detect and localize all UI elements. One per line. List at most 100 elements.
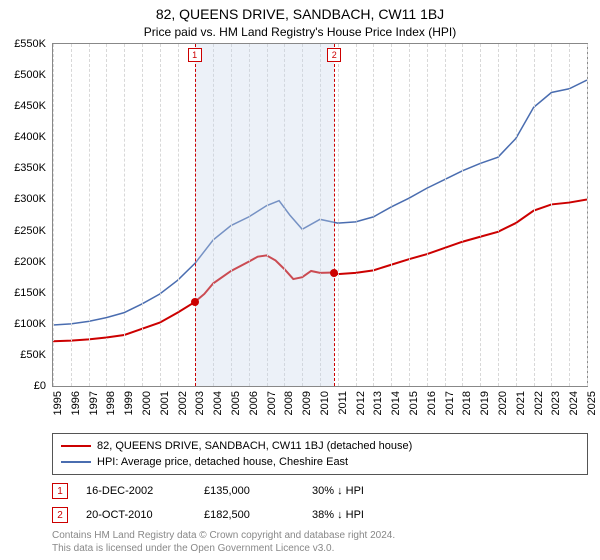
sale-price: £135,000 — [204, 485, 294, 497]
sale-row: 1 16-DEC-2002 £135,000 30% ↓ HPI — [52, 479, 588, 503]
x-tick-label: 2015 — [408, 391, 420, 415]
legend-row: HPI: Average price, detached house, Ches… — [61, 454, 579, 470]
gridline — [480, 44, 481, 386]
sale-marker: 2 — [327, 48, 341, 62]
sale-price: £182,500 — [204, 509, 294, 521]
attribution-line: This data is licensed under the Open Gov… — [52, 542, 588, 555]
legend-swatch-price — [61, 445, 91, 447]
y-tick-label: £450K — [14, 100, 46, 112]
sale-row-marker: 2 — [52, 507, 68, 523]
shade-region — [195, 44, 335, 386]
plot-area: 12 — [52, 43, 588, 387]
x-tick-label: 2007 — [266, 391, 278, 415]
y-tick-label: £50K — [20, 349, 46, 361]
x-tick-label: 2002 — [177, 391, 189, 415]
gridline — [569, 44, 570, 386]
gridline — [498, 44, 499, 386]
sale-row: 2 20-OCT-2010 £182,500 38% ↓ HPI — [52, 503, 588, 527]
sale-line — [195, 44, 196, 386]
x-tick-label: 2023 — [550, 391, 562, 415]
x-tick-label: 2003 — [194, 391, 206, 415]
y-tick-label: £550K — [14, 38, 46, 50]
legend-swatch-hpi — [61, 461, 91, 463]
x-tick-label: 2022 — [533, 391, 545, 415]
y-tick-label: £300K — [14, 193, 46, 205]
gridline — [142, 44, 143, 386]
gridline — [106, 44, 107, 386]
attribution-line: Contains HM Land Registry data © Crown c… — [52, 529, 588, 542]
sale-delta: 38% ↓ HPI — [312, 509, 412, 521]
x-tick-label: 2024 — [568, 391, 580, 415]
x-tick-label: 2008 — [283, 391, 295, 415]
attribution: Contains HM Land Registry data © Crown c… — [52, 529, 588, 555]
sale-delta: 30% ↓ HPI — [312, 485, 412, 497]
x-tick-label: 2006 — [248, 391, 260, 415]
x-tick-label: 2004 — [212, 391, 224, 415]
y-tick-label: £400K — [14, 131, 46, 143]
gridline — [373, 44, 374, 386]
gridline — [516, 44, 517, 386]
gridline — [587, 44, 588, 386]
y-tick-label: £250K — [14, 225, 46, 237]
sale-date: 16-DEC-2002 — [86, 485, 186, 497]
sale-date: 20-OCT-2010 — [86, 509, 186, 521]
x-axis-labels: 1995 1996 1997 1998 1999 2000 2001 2002 2003 2004… — [52, 387, 588, 427]
y-tick-label: £350K — [14, 162, 46, 174]
x-tick-label: 2013 — [372, 391, 384, 415]
x-tick-label: 1997 — [88, 391, 100, 415]
y-tick-label: £0 — [34, 380, 46, 392]
x-tick-label: 2014 — [390, 391, 402, 415]
chart-container: 82, QUEENS DRIVE, SANDBACH, CW11 1BJ Pri… — [0, 0, 600, 560]
x-tick-label: 2012 — [355, 391, 367, 415]
x-tick-label: 2010 — [319, 391, 331, 415]
gridline — [89, 44, 90, 386]
chart-subtitle: Price paid vs. HM Land Registry's House … — [0, 22, 600, 43]
y-axis-labels: £0£50K£100K£150K£200K£250K£300K£350K£400… — [0, 44, 50, 388]
x-tick-label: 1998 — [105, 391, 117, 415]
x-tick-label: 2021 — [515, 391, 527, 415]
y-tick-label: £100K — [14, 318, 46, 330]
sale-marker: 1 — [188, 48, 202, 62]
y-tick-label: £500K — [14, 69, 46, 81]
gridline — [427, 44, 428, 386]
gridline — [71, 44, 72, 386]
x-tick-label: 2017 — [444, 391, 456, 415]
sale-dot — [191, 298, 199, 306]
x-tick-label: 2020 — [497, 391, 509, 415]
x-tick-label: 2016 — [426, 391, 438, 415]
gridline — [160, 44, 161, 386]
x-tick-label: 1996 — [70, 391, 82, 415]
gridline — [338, 44, 339, 386]
gridline — [462, 44, 463, 386]
y-tick-label: £150K — [14, 287, 46, 299]
sale-row-marker: 1 — [52, 483, 68, 499]
chart-title: 82, QUEENS DRIVE, SANDBACH, CW11 1BJ — [0, 0, 600, 22]
gridline — [551, 44, 552, 386]
gridline — [391, 44, 392, 386]
gridline — [53, 44, 54, 386]
gridline — [409, 44, 410, 386]
y-tick-label: £200K — [14, 256, 46, 268]
x-tick-label: 2005 — [230, 391, 242, 415]
sales-table: 1 16-DEC-2002 £135,000 30% ↓ HPI 2 20-OCT-201… — [52, 479, 588, 527]
gridline — [178, 44, 179, 386]
x-tick-label: 2018 — [461, 391, 473, 415]
legend-label-hpi: HPI: Average price, detached house, Ches… — [97, 456, 348, 468]
x-tick-label: 1999 — [123, 391, 135, 415]
x-tick-label: 2025 — [586, 391, 598, 415]
x-tick-label: 1995 — [52, 391, 64, 415]
x-tick-label: 2009 — [301, 391, 313, 415]
gridline — [356, 44, 357, 386]
x-tick-label: 2019 — [479, 391, 491, 415]
legend-row: 82, QUEENS DRIVE, SANDBACH, CW11 1BJ (de… — [61, 438, 579, 454]
gridline — [124, 44, 125, 386]
gridline — [534, 44, 535, 386]
legend-label-price: 82, QUEENS DRIVE, SANDBACH, CW11 1BJ (de… — [97, 440, 412, 452]
legend: 82, QUEENS DRIVE, SANDBACH, CW11 1BJ (de… — [52, 433, 588, 475]
x-tick-label: 2001 — [159, 391, 171, 415]
sale-line — [334, 44, 335, 386]
sale-dot — [330, 269, 338, 277]
gridline — [445, 44, 446, 386]
x-tick-label: 2000 — [141, 391, 153, 415]
x-tick-label: 2011 — [337, 391, 349, 415]
